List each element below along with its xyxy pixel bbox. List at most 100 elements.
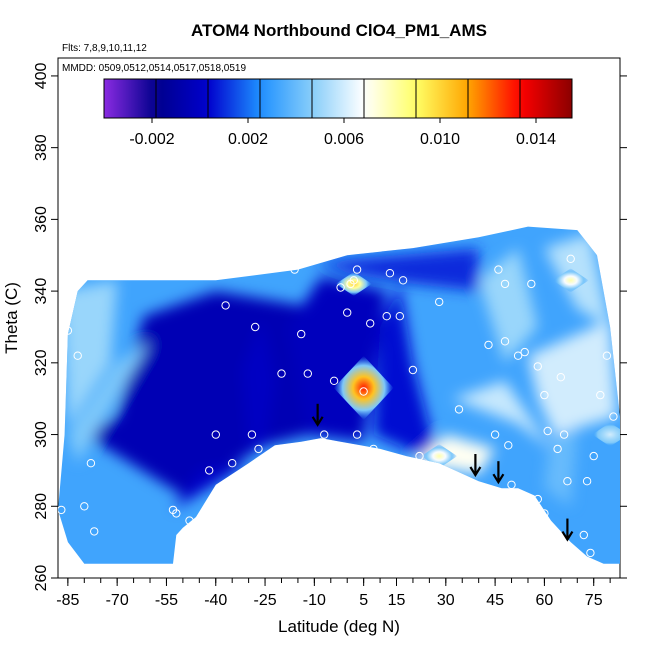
down-arrow	[561, 518, 574, 542]
x-axis: -85 -70 -55 -40 -25 -10 5 15 30 45 60 75	[56, 578, 611, 609]
sample-point	[329, 376, 339, 385]
y-tick-label: 300	[33, 421, 50, 448]
sample-point	[385, 269, 395, 278]
sample-point	[533, 362, 542, 371]
sample-point	[408, 365, 418, 375]
plot-frame	[57, 57, 621, 579]
x-tick-label: 45	[486, 592, 504, 609]
colorbar-tick-label: 0.014	[516, 131, 556, 148]
x-tick-label: -55	[155, 592, 178, 609]
field-region	[61, 280, 118, 428]
sample-point	[556, 373, 565, 382]
sample-point	[336, 283, 345, 292]
y-tick-label: 380	[33, 134, 50, 161]
y-tick-label: 260	[33, 565, 50, 592]
y-tick-label: 340	[33, 278, 50, 305]
sample-point	[484, 340, 493, 350]
y-tick-label: 400	[33, 62, 50, 89]
sample-point	[579, 530, 588, 540]
field-region	[544, 427, 578, 507]
sample-point	[247, 430, 257, 439]
sample-point	[320, 430, 329, 439]
sample-point	[500, 279, 510, 289]
sample-point	[366, 319, 375, 328]
x-tick-label: -10	[303, 592, 326, 609]
field-region	[242, 319, 275, 449]
sample-point	[609, 412, 618, 421]
x-tick-label: -70	[106, 592, 129, 609]
sample-point	[90, 527, 99, 536]
sample-point	[228, 459, 237, 468]
x-tick-label: 15	[388, 592, 406, 609]
arrows	[311, 403, 574, 542]
x-tick-label: -40	[204, 592, 227, 609]
sample-point	[398, 276, 408, 285]
sample-point	[454, 405, 464, 414]
field-region	[528, 319, 617, 435]
sample-point	[80, 502, 89, 511]
field-region	[452, 380, 551, 449]
x-tick-label: -25	[253, 592, 276, 609]
sample-point	[533, 494, 542, 504]
sample-point	[86, 459, 96, 468]
sample-point	[349, 276, 358, 285]
sample-point	[596, 390, 605, 400]
chart-title: ATOM4 Northbound ClO4_PM1_AMS	[191, 21, 487, 40]
sample-point	[543, 426, 552, 436]
sample-point	[415, 451, 424, 461]
sample-point	[540, 509, 549, 518]
sample-point	[369, 444, 378, 454]
colorbar-gradient	[103, 78, 573, 119]
sample-point	[73, 351, 82, 360]
x-tick-label: 60	[536, 592, 554, 609]
sample-point	[431, 469, 441, 479]
field-region	[173, 463, 249, 510]
sample-point	[540, 390, 549, 400]
down-arrow	[469, 454, 482, 478]
field-region	[314, 248, 479, 292]
sample-point	[435, 297, 444, 307]
sample-point	[566, 254, 575, 263]
sample-point	[500, 337, 510, 346]
sample-point	[359, 387, 368, 396]
sample-point	[352, 430, 362, 439]
sample-point	[504, 441, 513, 450]
colorbar: -0.002 0.002 0.006 0.010 0.014	[103, 78, 573, 148]
sample-point	[559, 430, 569, 439]
down-arrow	[311, 403, 324, 427]
sample-point	[251, 322, 260, 332]
sample-point	[185, 516, 194, 525]
sample-point	[205, 466, 214, 475]
flights-note: Flts: 7,8,9,10,11,12	[62, 43, 147, 54]
sample-point	[63, 326, 73, 335]
y-tick-label: 360	[33, 206, 50, 233]
hotspot	[552, 268, 589, 293]
field-region	[373, 283, 440, 464]
sample-point	[343, 308, 352, 317]
colorbar-tick-label: -0.002	[129, 131, 174, 148]
sample-point	[513, 351, 523, 360]
sample-point	[553, 444, 562, 454]
sample-point	[602, 351, 612, 360]
sample-point	[221, 301, 230, 310]
sample-point	[490, 430, 500, 439]
x-axis-label: Latitude (deg N)	[278, 617, 400, 636]
sample-point	[589, 451, 598, 461]
x-tick-label: 75	[585, 592, 603, 609]
colorbar-tick-label: 0.002	[228, 131, 268, 148]
sample-point	[395, 312, 404, 321]
sample-point	[172, 509, 181, 518]
sample-point	[297, 329, 306, 339]
sample-point	[527, 279, 536, 289]
sample-point	[421, 469, 431, 479]
sample-point	[211, 430, 221, 439]
sample-point	[546, 523, 556, 532]
x-tick-label: 5	[359, 592, 368, 609]
sample-point	[507, 480, 516, 489]
dates-note: MMDD: 0509,0512,0514,0517,0518,0519	[62, 63, 246, 74]
sample-point	[303, 369, 312, 378]
sample-point	[58, 505, 66, 515]
x-tick-label: -85	[56, 592, 79, 609]
y-tick-label: 280	[33, 493, 50, 520]
